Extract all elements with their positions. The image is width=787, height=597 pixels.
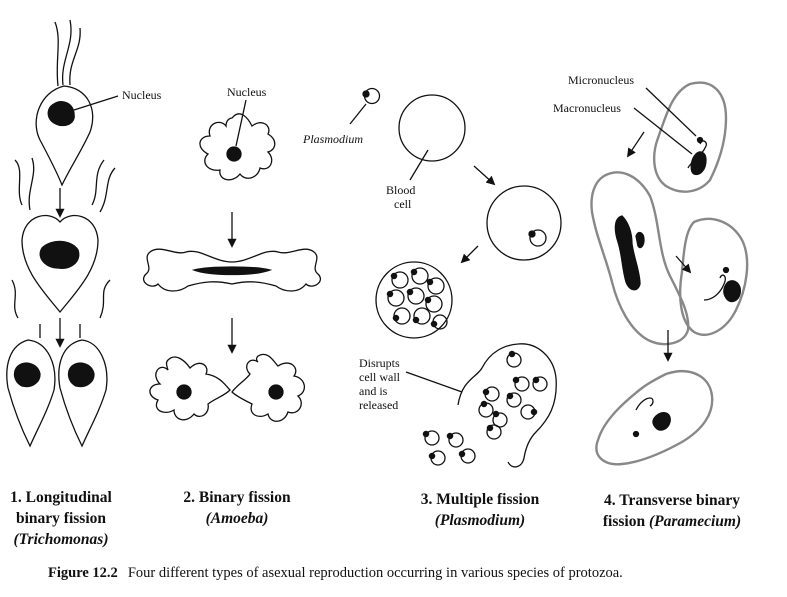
- released-merozoites: [422, 350, 548, 466]
- panel-4-line1: 4. Transverse binary: [604, 492, 740, 509]
- figure-number: Figure 12.2: [48, 565, 118, 581]
- panel-4-line2b: (Paramecium): [648, 513, 742, 530]
- plasmodium-label: Plasmodium: [303, 132, 363, 146]
- caption-text: Four different types of asexual reproduc…: [127, 565, 623, 581]
- panel-2-line1: 2. Binary fission: [183, 489, 291, 506]
- panel-1-line2: binary fission: [15, 510, 106, 527]
- paramecium-cell-bottom: [595, 370, 714, 466]
- panel-title-4: 4. Transverse binary fission (Paramecium…: [584, 490, 760, 532]
- trichomonas-cell-middle: [21, 214, 99, 314]
- ruptured-cell: [457, 343, 557, 468]
- arrow-down-right: [675, 255, 692, 274]
- plasmodium-diagram: [349, 87, 562, 468]
- blood-cell-label-line1: Blood: [386, 183, 416, 197]
- amoeba-dividing: [143, 248, 321, 292]
- amoeba-diagram: [143, 99, 321, 422]
- macronucleus-label: Macronucleus: [553, 101, 621, 115]
- disrupts-line1: Disrupts: [359, 356, 400, 370]
- panel-2-line2: (Amoeba): [205, 510, 269, 527]
- trichomonas-cell-bottom-right: [58, 339, 108, 448]
- blood-cell-label: Blood cell: [386, 183, 415, 211]
- panel-title-2: 2. Binary fission (Amoeba): [172, 487, 302, 529]
- blood-cell-3: [375, 261, 453, 339]
- trichomonas-diagram: [6, 19, 119, 448]
- trichomonas-nucleus: [47, 100, 75, 127]
- disrupts-line3: and is: [359, 384, 388, 398]
- micronucleus-label: Micronucleus: [568, 73, 634, 87]
- amoeba-daughter-right: [231, 353, 305, 422]
- panel-1-line1: 1. Longitudinal: [10, 489, 112, 506]
- amoeba-daughter-left: [149, 356, 231, 421]
- panel-title-3: 3. Multiple fission (Plasmodium): [400, 489, 560, 531]
- trichomonas-cell-bottom-left: [6, 339, 56, 448]
- paramecium-cell-right: [679, 217, 749, 336]
- disrupts-line2: cell wall: [359, 370, 400, 384]
- nucleus-label-trichomonas: Nucleus: [122, 88, 162, 102]
- disrupts-label: Disrupts cell wall and is released: [359, 356, 400, 412]
- panel-4-line2a: fission: [602, 513, 646, 530]
- figure-caption: Figure 12.2 Four different types of asexu…: [48, 565, 623, 582]
- nucleus-label-amoeba: Nucleus: [227, 85, 267, 99]
- blood-cell-1: [398, 94, 466, 162]
- arrow-down-left: [460, 245, 479, 264]
- trichomonas-cell-top: [35, 85, 94, 187]
- disrupts-line4: released: [359, 398, 399, 412]
- paramecium-cell-top: [653, 81, 728, 193]
- blood-cell-label-line2: cell: [394, 197, 412, 211]
- paramecium-cell-dividing: [590, 171, 690, 346]
- paramecium-diagram: [590, 81, 749, 466]
- panel-3-line2: (Plasmodium): [434, 512, 526, 529]
- arrow-down-right: [473, 165, 496, 186]
- panel-title-1: 1. Longitudinal binary fission (Trichomo…: [0, 487, 122, 550]
- blood-cell-2: [486, 185, 562, 261]
- arrow-down-left: [626, 131, 645, 158]
- panel-3-line1: 3. Multiple fission: [420, 491, 540, 508]
- panel-1-line3: (Trichomonas): [13, 531, 109, 548]
- amoeba-cell-top: [199, 113, 276, 181]
- merozoite-cluster: [386, 267, 448, 330]
